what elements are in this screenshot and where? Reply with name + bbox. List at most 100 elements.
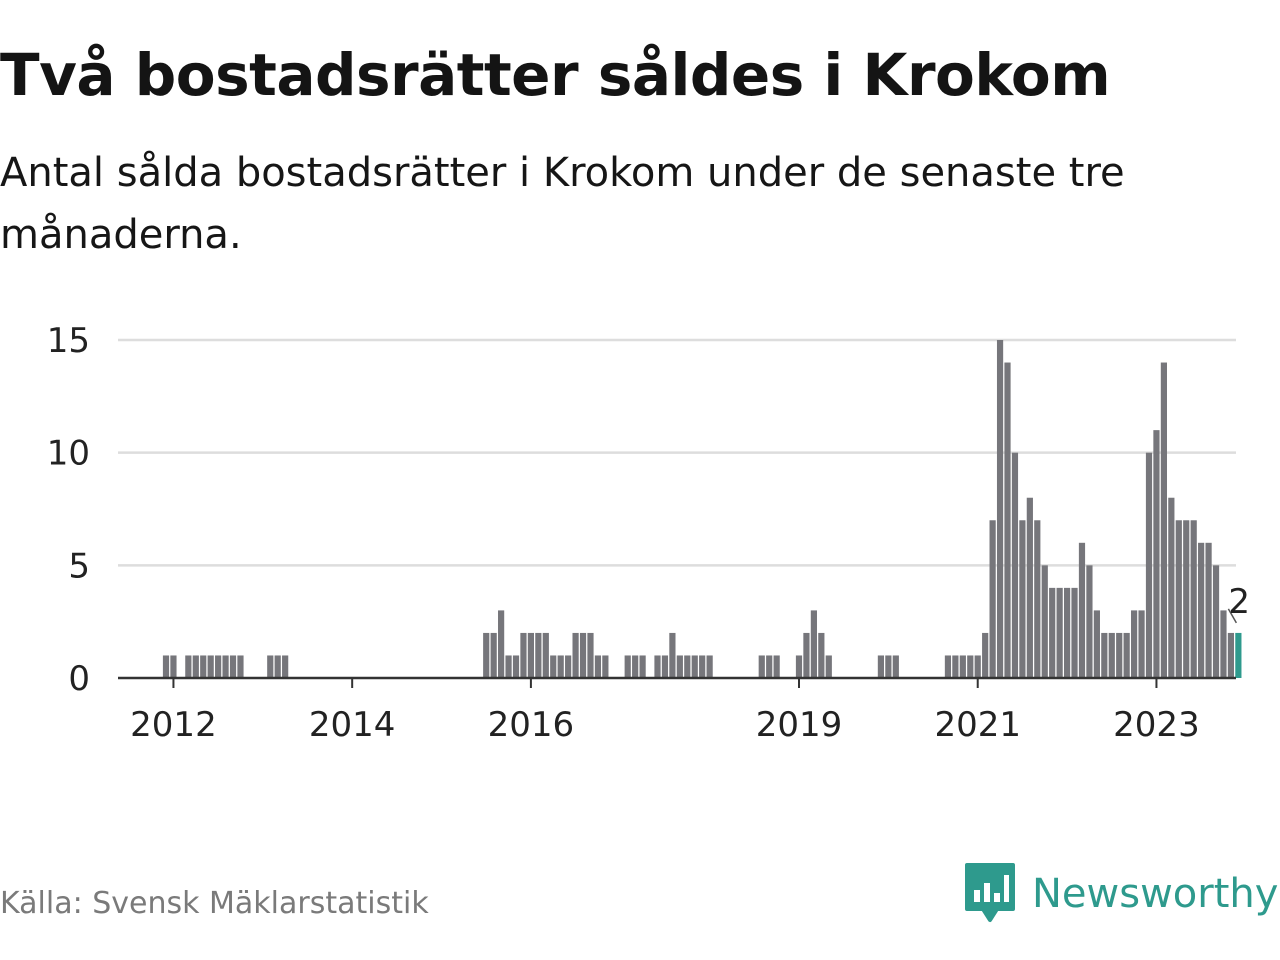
bar [952,655,959,678]
bar [1011,452,1019,678]
bar [982,632,989,678]
bar [1116,632,1123,678]
bar [550,655,557,678]
bar [1131,610,1138,678]
bar [1078,542,1086,678]
bar [520,632,527,678]
bar [498,610,505,678]
bar [579,632,587,678]
bar [1034,520,1041,678]
bar [1108,632,1115,678]
bar [274,655,281,678]
bar [825,655,832,678]
x-tick-label-2023: 2023 [1113,705,1200,745]
bar [505,655,512,678]
bar [959,655,966,678]
bar [185,655,192,678]
bar [1056,587,1063,678]
bar [639,655,646,678]
bar [773,655,780,678]
bar [565,655,572,678]
bar [699,655,706,678]
bar [1004,362,1011,678]
bar [795,655,803,678]
x-axis-ticks: 2012 2014 2016 2019 2021 2023 [130,678,1200,745]
newsworthy-logo[interactable]: Newsworthy [964,862,1278,926]
x-tick-label-2021: 2021 [934,705,1021,745]
bar [162,655,170,678]
bar [967,655,974,678]
bar [527,632,534,678]
bar [1026,497,1033,678]
bar [1220,610,1227,678]
bar [267,655,274,678]
bar-chart-speech-bubble-icon [965,863,1015,922]
bar [1212,565,1220,678]
bar [1183,520,1190,678]
bar [1153,430,1160,678]
bar [818,632,825,678]
bar [944,655,952,678]
bar [483,632,490,678]
y-tick-label-5: 5 [68,546,90,586]
bar [490,632,497,678]
bar-chart: 0 5 10 15 2012 2014 2016 2019 2021 2023 2 [47,321,1250,745]
bar [974,655,981,678]
bar [810,610,817,678]
bar [624,655,631,678]
y-tick-label-0: 0 [68,659,90,699]
bar [766,655,773,678]
bar [877,655,885,678]
bar [706,655,713,678]
bar [1019,520,1026,678]
bar [512,655,520,678]
bars [162,340,1242,678]
bar [654,655,661,678]
annotation-label: 2 [1228,582,1250,622]
bar [758,655,765,678]
x-tick-label-2014: 2014 [309,705,396,745]
bar [803,632,810,678]
bar [1175,520,1182,678]
x-tick-label-2012: 2012 [130,705,217,745]
bar [1071,587,1078,678]
bar [1160,362,1167,678]
bar [200,655,207,678]
chart-subtitle: Antal sålda bostadsrätter i Krokom under… [0,150,1125,258]
bar [1145,452,1153,678]
y-axis-ticks: 0 5 10 15 [47,321,90,699]
bar [542,632,549,678]
bar [996,340,1004,678]
bar [1138,610,1145,678]
bar [557,655,564,678]
source-note: Källa: Svensk Mäklarstatistik [0,886,429,921]
bar [691,655,698,678]
x-tick-label-2019: 2019 [756,705,843,745]
bar [1205,542,1212,678]
bar [594,655,602,678]
bar [222,655,229,678]
bar [587,632,594,678]
bar [192,655,199,678]
bar [1227,632,1235,678]
bar [632,655,639,678]
bar [282,655,289,678]
bar-highlight [1235,632,1242,678]
bar [1049,587,1056,678]
bar [684,655,691,678]
bar [1198,542,1205,678]
annotation-leader [1227,608,1238,624]
bar [237,655,244,678]
bar [207,655,214,678]
bar [1101,632,1108,678]
bar [1123,632,1130,678]
bar [1063,587,1071,678]
bar [1190,520,1197,678]
bar [602,655,609,678]
bar [669,632,676,678]
bar [1093,610,1100,678]
chart-title: Två bostadsrätter såldes i Krokom [0,41,1111,109]
bar [1041,565,1048,678]
bar [170,655,177,678]
bar [229,655,237,678]
